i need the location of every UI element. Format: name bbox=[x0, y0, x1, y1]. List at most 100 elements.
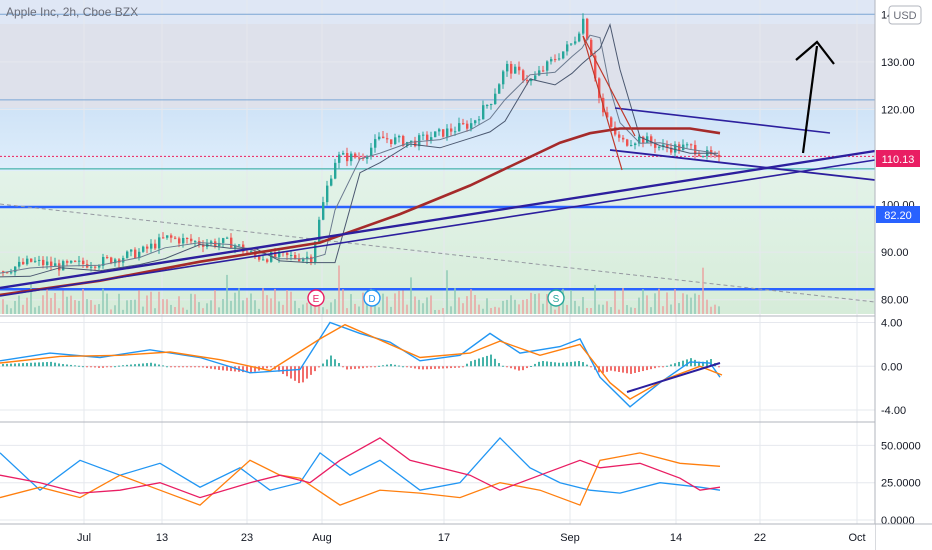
volume-bar bbox=[246, 297, 248, 314]
macd-histogram-bar bbox=[174, 366, 176, 368]
candle-body bbox=[466, 123, 469, 129]
candle-body bbox=[326, 185, 329, 203]
y-tick-label: 25.0000 bbox=[881, 478, 921, 490]
macd-histogram-bar bbox=[170, 366, 172, 368]
volume-bar bbox=[470, 289, 472, 314]
macd-histogram-bar bbox=[422, 366, 424, 370]
volume-bar bbox=[634, 307, 636, 314]
candle-body bbox=[542, 70, 545, 72]
candle-body bbox=[486, 105, 489, 107]
rising-trend-line-lower bbox=[0, 159, 876, 297]
macd-histogram-bar bbox=[574, 361, 576, 367]
candle-body bbox=[182, 238, 185, 244]
macd-histogram-bar bbox=[526, 366, 528, 369]
macd-histogram-bar bbox=[570, 361, 572, 367]
macd-histogram-bar bbox=[358, 366, 360, 369]
macd-histogram-bar bbox=[354, 366, 356, 369]
macd-histogram-bar bbox=[466, 363, 468, 367]
volume-bar bbox=[14, 300, 16, 314]
candle-body bbox=[38, 259, 41, 261]
macd-histogram-bar bbox=[502, 365, 504, 367]
volume-bar bbox=[50, 297, 52, 314]
candle-body bbox=[190, 238, 193, 242]
trend-lines bbox=[0, 35, 876, 297]
volume-bar bbox=[426, 297, 428, 314]
volume-bar bbox=[126, 300, 128, 314]
candle-body bbox=[638, 136, 641, 144]
oscillator-line-orange bbox=[0, 452, 721, 506]
candle-body bbox=[178, 238, 181, 244]
event-dividend[interactable]: D bbox=[363, 289, 381, 307]
volume-bar bbox=[450, 306, 452, 314]
candle-body bbox=[566, 44, 569, 52]
volume-bar bbox=[574, 300, 576, 314]
candle-body bbox=[554, 59, 557, 61]
candle-body bbox=[546, 61, 549, 71]
macd-histogram-bar bbox=[406, 366, 408, 368]
volume-bar bbox=[490, 308, 492, 314]
macd-histogram-bar bbox=[378, 365, 380, 367]
macd-histogram-bar bbox=[682, 360, 684, 367]
volume-bar bbox=[398, 290, 400, 314]
candle-body bbox=[134, 249, 137, 259]
macd-histogram-bar bbox=[418, 366, 420, 370]
volume-bar bbox=[194, 294, 196, 314]
volume-bar bbox=[346, 308, 348, 314]
price-axis[interactable] bbox=[875, 0, 932, 550]
y-tick-label: 130.00 bbox=[881, 57, 915, 69]
volume-bar bbox=[18, 295, 20, 314]
volume-bar bbox=[158, 291, 160, 314]
volume-bar bbox=[686, 294, 688, 314]
candle-body bbox=[574, 41, 577, 44]
candle-body bbox=[174, 237, 177, 239]
macd-histogram-bar bbox=[514, 366, 516, 370]
volume-bar bbox=[218, 307, 220, 314]
macd-histogram-bar bbox=[382, 365, 384, 367]
candle-body bbox=[238, 244, 241, 246]
volume-bar bbox=[290, 291, 292, 314]
macd-histogram-bar bbox=[538, 361, 540, 367]
y-tick-label: -4.00 bbox=[881, 405, 906, 417]
macd-histogram-bar bbox=[590, 366, 592, 368]
candle-body bbox=[598, 78, 601, 98]
volume-bar bbox=[142, 306, 144, 314]
candle-body bbox=[406, 141, 409, 146]
x-tick-label: 14 bbox=[670, 532, 682, 544]
macd-histogram-bar bbox=[110, 366, 112, 368]
volume-bar bbox=[462, 303, 464, 314]
macd-histogram-bar bbox=[142, 363, 144, 367]
volume-bar bbox=[166, 299, 168, 314]
event-split[interactable]: S bbox=[547, 289, 565, 307]
volume-bar bbox=[530, 292, 532, 314]
volume-bar bbox=[186, 309, 188, 314]
macd-histogram-bar bbox=[166, 366, 168, 368]
volume-bar bbox=[302, 304, 304, 314]
volume-bar bbox=[446, 270, 448, 314]
event-earnings[interactable]: E bbox=[307, 289, 325, 307]
candle-body bbox=[618, 134, 621, 138]
volume-bar bbox=[394, 293, 396, 314]
grey-zone bbox=[0, 24, 875, 108]
volume-bar bbox=[206, 303, 208, 314]
last-price-label: 110.13 bbox=[882, 154, 915, 166]
macd-histogram-bar bbox=[542, 361, 544, 367]
macd-histogram-bar bbox=[546, 361, 548, 367]
macd-histogram-bar bbox=[126, 364, 128, 367]
volume-bar bbox=[566, 304, 568, 314]
macd-histogram-bar bbox=[278, 366, 280, 372]
candle-body bbox=[402, 135, 405, 146]
macd-histogram-bar bbox=[58, 363, 60, 367]
volume-bar bbox=[270, 298, 272, 314]
currency-button[interactable]: USD bbox=[888, 5, 922, 25]
candle-body bbox=[194, 241, 197, 243]
macd-histogram-bar bbox=[698, 361, 700, 367]
candle-body bbox=[482, 105, 485, 120]
candle-body bbox=[434, 131, 437, 138]
candle-body bbox=[558, 58, 561, 60]
time-axis[interactable] bbox=[0, 524, 875, 550]
volume-bar bbox=[114, 305, 116, 314]
volume-bar bbox=[458, 297, 460, 314]
macd-histogram-bar bbox=[462, 366, 464, 368]
macd-histogram-bar bbox=[506, 366, 508, 368]
candle-body bbox=[366, 156, 369, 159]
